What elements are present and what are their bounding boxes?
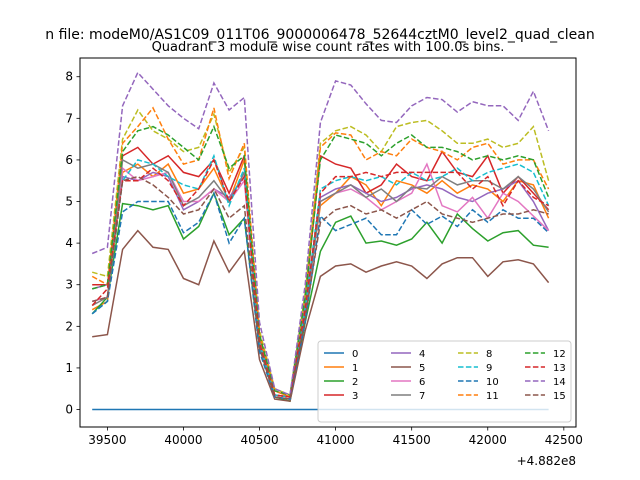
y-tick-label: 7 <box>65 111 73 125</box>
series-line-12 <box>92 124 550 396</box>
legend-label-4: 4 <box>419 349 425 360</box>
series-line-15 <box>92 175 549 400</box>
series-line-10 <box>91 191 550 400</box>
legend-box <box>317 340 572 423</box>
y-tick-label: 1 <box>65 361 73 375</box>
legend-label-5: 5 <box>419 363 425 374</box>
legend-label-3: 3 <box>352 391 358 402</box>
legend-label-7: 7 <box>419 391 425 402</box>
y-tick-label: 2 <box>65 319 73 333</box>
chart-suptitle: n file: modeM0/AS1C09_011T06_9000006478_… <box>45 27 594 43</box>
y-tick-label: 8 <box>65 70 73 84</box>
series-line-5 <box>92 229 550 403</box>
x-tick-label: 40000 <box>164 433 202 447</box>
series-line-2 <box>91 191 549 403</box>
legend-label-15: 15 <box>553 391 566 402</box>
x-axis-ticks: 39500 40000 40500 41000 41500 42000 42500 <box>88 427 583 447</box>
series-line-14 <box>91 71 550 397</box>
series-line-11 <box>91 106 550 399</box>
series-line-3 <box>92 146 550 398</box>
y-tick-label: 3 <box>65 278 73 292</box>
y-tick-label: 0 <box>65 403 73 417</box>
axes-frame <box>79 57 577 428</box>
x-tick-label: 41000 <box>317 433 355 447</box>
chart-title: Quadrant 3 module wise count rates with … <box>152 40 505 55</box>
series-line-13 <box>91 158 549 398</box>
y-tick-label: 5 <box>65 195 73 209</box>
x-tick-label: 42000 <box>469 433 507 447</box>
plot-lines <box>91 71 550 411</box>
y-axis-ticks: 0 1 2 3 4 5 6 7 8 <box>65 70 80 417</box>
x-tick-label: 41500 <box>393 433 431 447</box>
x-axis-offset-label: +4.882e8 <box>517 454 576 468</box>
y-tick-label: 4 <box>65 236 73 250</box>
legend-label-1: 1 <box>352 363 358 374</box>
x-tick-label: 42500 <box>545 433 583 447</box>
legend-label-11: 11 <box>486 391 499 402</box>
legend-label-6: 6 <box>419 377 425 388</box>
legend-label-8: 8 <box>486 349 492 360</box>
legend-label-14: 14 <box>553 377 566 388</box>
legend-label-13: 13 <box>553 363 566 374</box>
legend-label-9: 9 <box>486 363 492 374</box>
x-tick-label: 39500 <box>88 433 126 447</box>
legend-label-0: 0 <box>352 349 358 360</box>
legend-label-10: 10 <box>486 377 499 388</box>
series-line-9 <box>91 153 550 398</box>
x-tick-label: 40500 <box>240 433 278 447</box>
y-tick-label: 6 <box>65 153 73 167</box>
legend-label-12: 12 <box>553 349 566 360</box>
legend-label-2: 2 <box>352 377 358 388</box>
